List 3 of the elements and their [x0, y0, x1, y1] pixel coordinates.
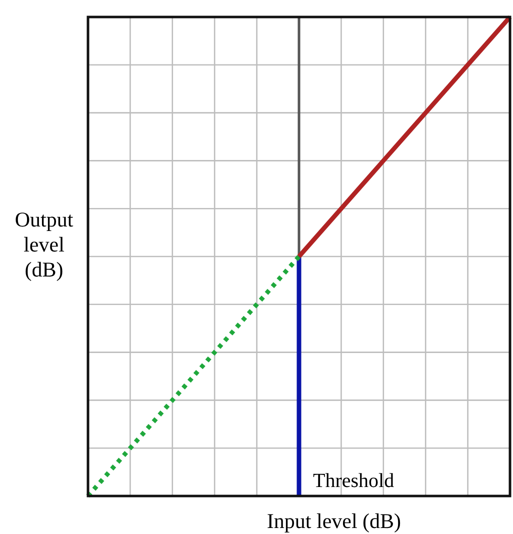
- annotation: Threshold: [313, 470, 394, 492]
- y-axis-title: Output level (dB): [14, 208, 74, 282]
- x-axis-title: Input level (dB): [266, 509, 402, 533]
